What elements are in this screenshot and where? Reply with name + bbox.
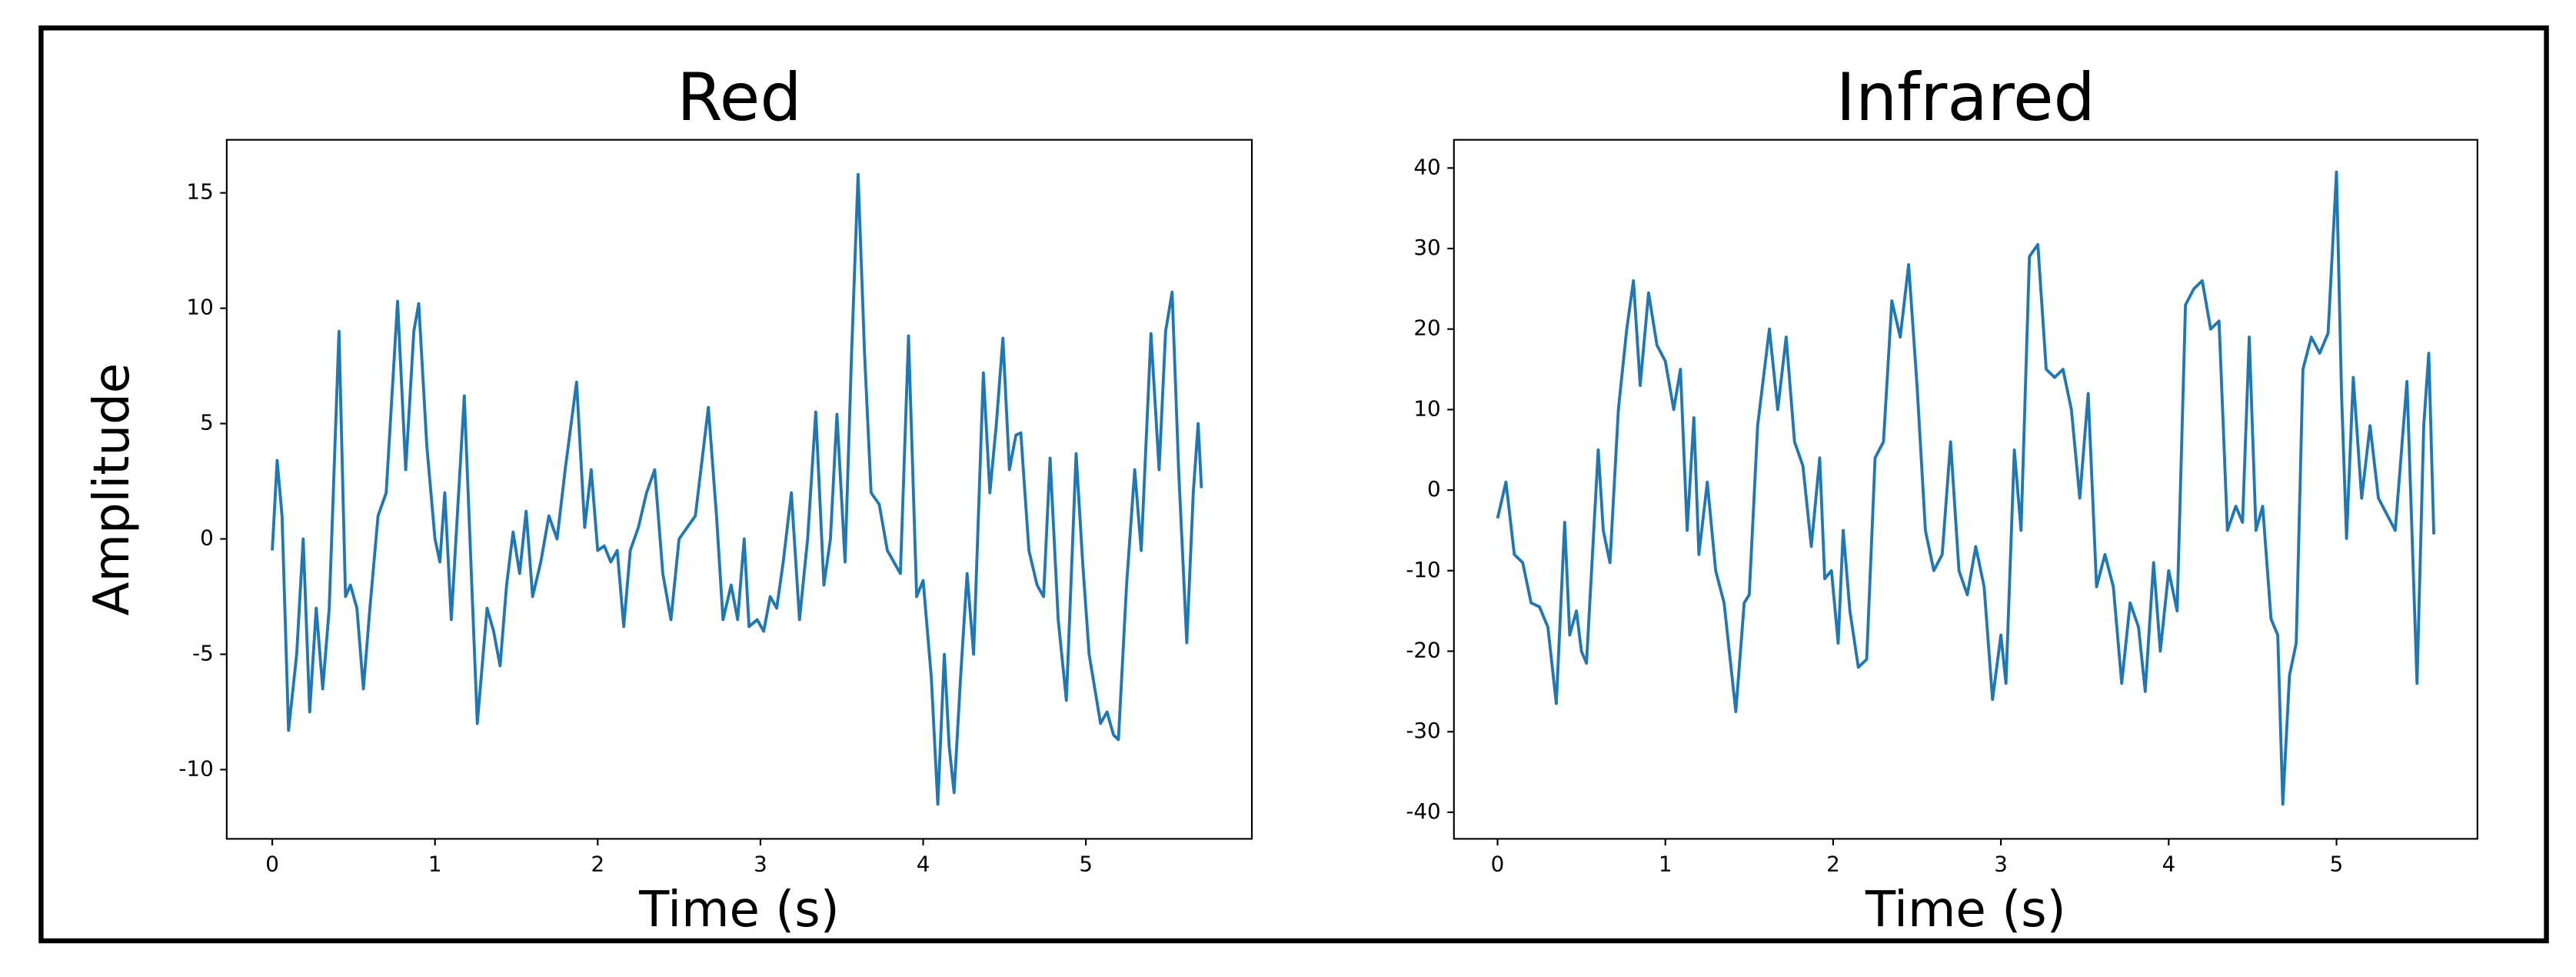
x-tick-label: 3 [1994,852,2008,877]
data-line [271,172,1203,806]
axes-frame [225,138,1253,840]
y-tick-label: 20 [1413,315,1440,341]
data-line [1496,170,2436,806]
y-tick-label: -30 [1406,718,1440,743]
x-tick-label: 3 [754,852,767,877]
y-tick-label: 15 [186,179,213,205]
x-axis-label: Time (s) [638,881,840,939]
y-tick-label: 0 [1427,476,1441,502]
x-tick-label: 0 [265,852,279,877]
y-tick-label: 30 [1413,235,1440,260]
x-tick-label: 1 [1659,852,1672,877]
x-tick-label: 4 [917,852,930,877]
y-tick-label: 40 [1413,154,1440,179]
x-tick-label: 2 [1826,852,1840,877]
y-axis-label: Amplitude [83,363,141,616]
x-tick-label: 5 [1079,852,1093,877]
x-tick-label: 1 [428,852,442,877]
y-tick-label: -40 [1406,799,1440,824]
y-tick-label: 10 [186,295,213,320]
y-tick-label: 0 [200,525,214,551]
x-tick-label: 2 [591,852,604,877]
y-tick-label: 10 [1413,395,1440,421]
chart-title: Red [677,60,801,136]
y-tick-label: -10 [178,755,213,781]
x-tick-label: 5 [2330,852,2344,877]
x-axis-label: Time (s) [1865,881,2066,939]
y-tick-label: -5 [192,640,214,665]
figure-border [38,25,2549,944]
x-tick-label: 0 [1491,852,1505,877]
x-tick-label: 4 [2162,852,2175,877]
y-tick-label: -20 [1406,637,1440,662]
y-tick-label: -10 [1406,557,1440,582]
y-tick-label: 5 [200,410,214,435]
chart-title: Infrared [1836,60,2095,136]
